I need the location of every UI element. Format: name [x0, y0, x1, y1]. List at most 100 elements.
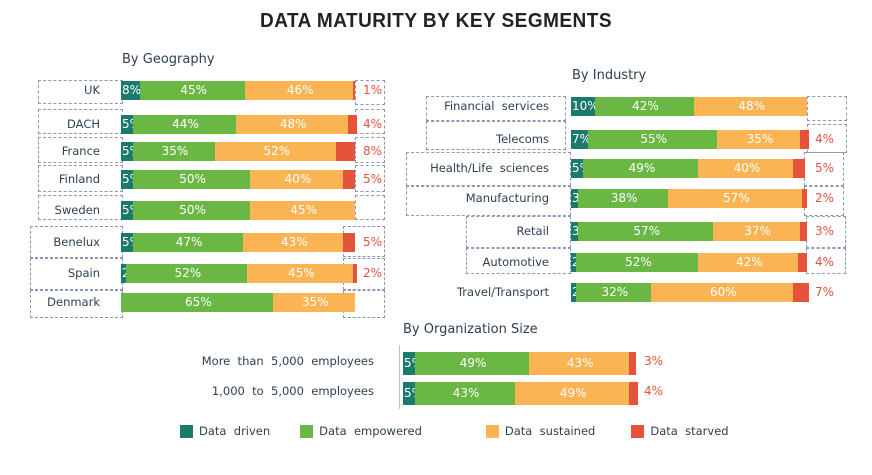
segment-data-sustained	[235, 115, 348, 134]
segment-data-driven	[571, 222, 579, 241]
chart-title: DATA MATURITY BY KEY SEGMENTS	[260, 10, 612, 32]
legend-swatch-data-empowered	[300, 424, 314, 438]
data-label-starved: 8%	[363, 144, 383, 158]
category-label: Telecoms	[496, 132, 549, 146]
data-label: 43%	[280, 235, 308, 249]
segment-data-driven	[121, 81, 140, 100]
segment-data-empowered	[132, 233, 243, 252]
segment-data-sustained	[717, 130, 800, 149]
category-label: Financial services	[444, 99, 549, 113]
segment-data-empowered	[594, 97, 694, 116]
category-label: Denmark	[47, 295, 100, 309]
segment-data-sustained	[249, 201, 355, 220]
data-label: 49%	[628, 161, 656, 175]
data-label: 44%	[172, 117, 199, 131]
segment-data-driven	[571, 97, 595, 116]
segment-data-starved	[792, 159, 805, 178]
category-label: Retail	[516, 224, 550, 238]
data-label-starved: 7%	[815, 285, 835, 299]
segment-data-sustained	[698, 159, 793, 178]
data-label: 40%	[733, 161, 761, 175]
data-label-starved: 3%	[644, 354, 664, 368]
segment-data-empowered	[587, 130, 718, 149]
segment-data-empowered	[121, 293, 274, 312]
segment-data-driven	[571, 283, 576, 302]
segment-data-empowered	[139, 81, 246, 100]
data-label: 8%	[122, 83, 142, 97]
data-label-starved: 4%	[363, 117, 383, 131]
data-label: 43%	[452, 386, 480, 400]
segment-data-driven	[121, 170, 133, 189]
segment-data-empowered	[125, 264, 248, 283]
data-label: 47%	[175, 235, 203, 249]
legend-item-data-starved: Data starved	[631, 424, 729, 438]
value-frame	[355, 137, 385, 163]
segment-data-sustained	[712, 222, 800, 241]
data-label: 42%	[736, 255, 763, 269]
category-label: Manufacturing	[465, 191, 549, 205]
segment-data-driven	[121, 233, 133, 252]
data-label: 52%	[263, 144, 291, 158]
category-label: Spain	[67, 266, 100, 280]
data-label: 65%	[185, 295, 212, 309]
data-label: 38%	[610, 191, 638, 205]
data-label: 35%	[161, 144, 189, 158]
value-frame	[355, 165, 385, 192]
segment-data-starved	[352, 264, 358, 283]
axis-line	[399, 345, 400, 409]
data-label: 10%	[572, 99, 599, 113]
segment-data-sustained	[247, 264, 353, 283]
legend-swatch-data-starved	[631, 424, 645, 438]
segment-data-empowered	[132, 170, 250, 189]
category-label: Finland	[58, 172, 100, 186]
data-label: 40%	[284, 172, 312, 186]
data-label: 35%	[302, 295, 329, 309]
segment-data-empowered	[132, 201, 250, 220]
segment-data-starved	[799, 222, 807, 241]
legend-label: Data sustained	[504, 424, 596, 438]
segment-data-sustained	[242, 233, 344, 252]
data-label: 52%	[174, 266, 202, 280]
label-frame	[426, 121, 566, 150]
legend-label: Data driven	[199, 424, 271, 438]
segment-data-driven	[121, 115, 133, 134]
segment-data-starved	[792, 283, 810, 302]
segment-data-empowered	[132, 115, 236, 134]
data-label: 42%	[632, 99, 659, 113]
data-label-starved: 1%	[363, 83, 383, 97]
segment-data-sustained	[667, 189, 803, 208]
label-frame	[466, 248, 571, 274]
legend-item-data-empowered: Data empowered	[300, 424, 422, 438]
segment-data-starved	[347, 115, 358, 134]
segment-data-starved	[797, 253, 807, 272]
label-frame	[426, 96, 566, 121]
label-frame	[406, 152, 571, 186]
category-label: DACH	[67, 117, 100, 131]
segment-data-starved	[629, 382, 639, 405]
category-label: More than 5,000 employees	[201, 354, 374, 368]
data-label: 46%	[286, 83, 314, 97]
category-label: Benelux	[53, 235, 100, 249]
category-label: Automotive	[482, 255, 549, 269]
segment-data-driven	[121, 201, 133, 220]
data-label-starved: 4%	[644, 384, 664, 398]
segment-data-empowered	[132, 142, 215, 161]
segment-data-sustained	[651, 283, 793, 302]
segment-data-sustained	[245, 81, 353, 100]
segment-data-driven	[571, 253, 576, 272]
segment-data-starved	[343, 233, 355, 252]
data-label: 57%	[723, 191, 750, 205]
data-label-starved: 5%	[363, 172, 383, 186]
segment-data-driven	[121, 142, 133, 161]
segment-data-starved	[352, 81, 355, 100]
data-label: 37%	[744, 224, 771, 238]
segment-data-empowered	[575, 283, 652, 302]
industry-title: By Industry	[572, 68, 647, 83]
data-label-starved: 2%	[363, 266, 383, 280]
data-label: 35%	[746, 132, 774, 146]
segment-data-starved	[629, 352, 636, 375]
data-label: 55%	[640, 132, 668, 146]
category-label: France	[61, 144, 100, 158]
data-label: 45%	[180, 83, 208, 97]
data-label: 57%	[633, 224, 660, 238]
